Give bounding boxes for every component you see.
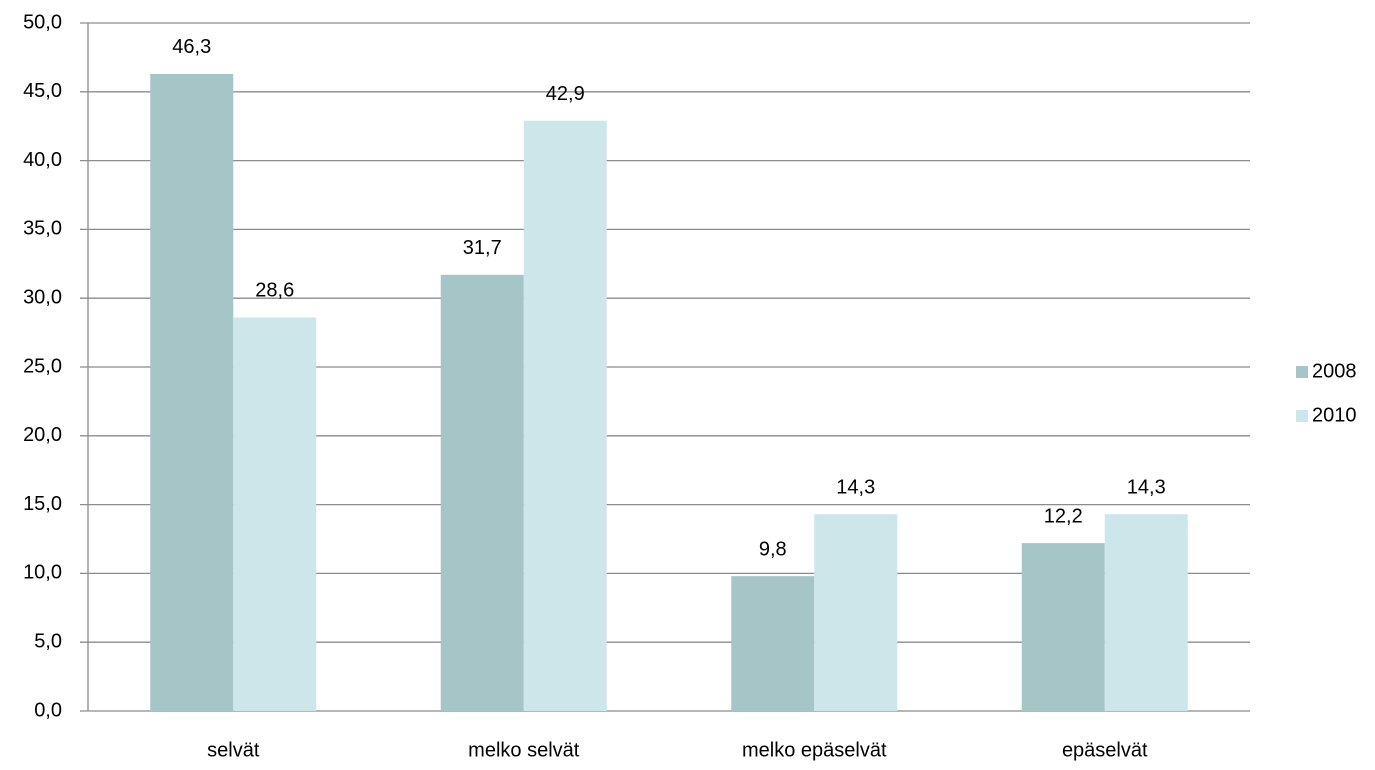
y-tick-label: 20,0	[23, 424, 62, 446]
data-label: 14,3	[836, 477, 875, 499]
x-tick-label: epäselvät	[1062, 739, 1148, 761]
bar	[440, 274, 524, 711]
legend-swatch	[1296, 366, 1308, 378]
legend-swatch	[1296, 410, 1308, 422]
bar	[1021, 543, 1105, 711]
y-tick-label: 50,0	[23, 11, 62, 33]
data-label: 46,3	[172, 36, 211, 58]
y-tick-label: 10,0	[23, 562, 62, 584]
y-tick-label: 45,0	[23, 80, 62, 102]
bar	[150, 73, 234, 712]
bar	[731, 576, 815, 711]
bar	[1104, 514, 1188, 711]
y-tick-label: 15,0	[23, 493, 62, 515]
data-label: 28,6	[255, 280, 294, 302]
y-tick-label: 35,0	[23, 218, 62, 240]
data-label: 12,2	[1044, 505, 1083, 527]
data-label: 14,3	[1127, 477, 1166, 499]
legend-label: 2010	[1312, 404, 1357, 426]
y-tick-label: 5,0	[34, 630, 62, 652]
data-label: 31,7	[463, 237, 502, 259]
bar	[814, 514, 898, 711]
x-tick-label: melko selvät	[468, 739, 580, 761]
legend-label: 2008	[1312, 360, 1357, 382]
x-tick-label: selvät	[207, 739, 260, 761]
y-tick-label: 25,0	[23, 355, 62, 377]
data-label: 42,9	[546, 83, 585, 105]
y-tick-label: 30,0	[23, 286, 62, 308]
x-tick-label: melko epäselvät	[742, 739, 887, 761]
y-tick-label: 0,0	[34, 699, 62, 721]
data-label: 9,8	[759, 538, 787, 560]
y-tick-label: 40,0	[23, 149, 62, 171]
bar	[523, 120, 607, 712]
bar	[233, 317, 317, 711]
